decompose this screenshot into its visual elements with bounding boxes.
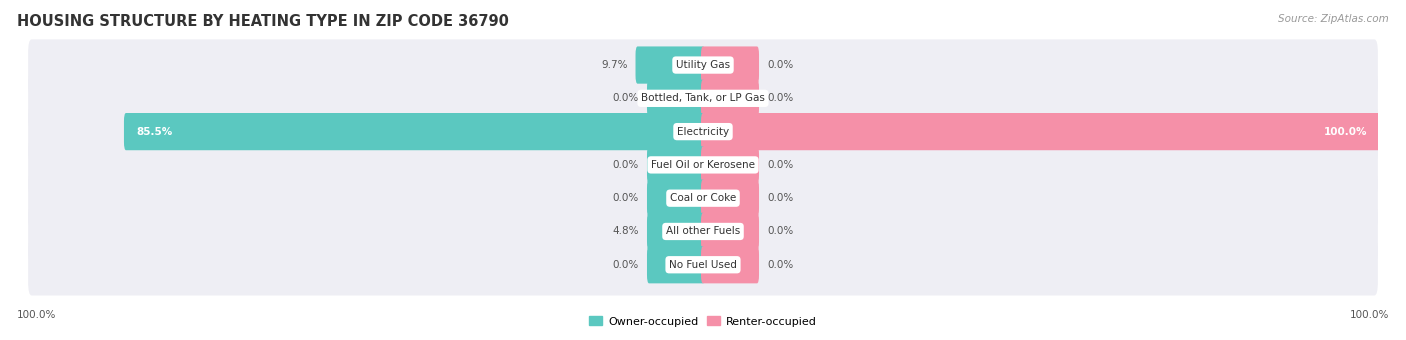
Text: 0.0%: 0.0% xyxy=(613,94,638,103)
FancyBboxPatch shape xyxy=(702,246,759,283)
Text: 100.0%: 100.0% xyxy=(1350,310,1389,320)
FancyBboxPatch shape xyxy=(702,146,759,184)
Text: 0.0%: 0.0% xyxy=(768,226,793,236)
Text: 4.8%: 4.8% xyxy=(613,226,638,236)
Text: 0.0%: 0.0% xyxy=(613,260,638,270)
FancyBboxPatch shape xyxy=(28,206,1378,262)
FancyBboxPatch shape xyxy=(702,180,759,217)
FancyBboxPatch shape xyxy=(28,73,1378,129)
FancyBboxPatch shape xyxy=(636,47,704,84)
FancyBboxPatch shape xyxy=(702,80,759,117)
Text: 100.0%: 100.0% xyxy=(17,310,56,320)
Text: All other Fuels: All other Fuels xyxy=(666,226,740,236)
FancyBboxPatch shape xyxy=(647,180,704,217)
Text: Source: ZipAtlas.com: Source: ZipAtlas.com xyxy=(1278,14,1389,23)
Text: 0.0%: 0.0% xyxy=(768,60,793,70)
Text: Fuel Oil or Kerosene: Fuel Oil or Kerosene xyxy=(651,160,755,170)
Text: Bottled, Tank, or LP Gas: Bottled, Tank, or LP Gas xyxy=(641,94,765,103)
Text: Electricity: Electricity xyxy=(676,126,730,137)
FancyBboxPatch shape xyxy=(28,39,1378,96)
Text: Utility Gas: Utility Gas xyxy=(676,60,730,70)
Text: 0.0%: 0.0% xyxy=(768,193,793,203)
FancyBboxPatch shape xyxy=(702,213,759,250)
Text: 0.0%: 0.0% xyxy=(613,160,638,170)
FancyBboxPatch shape xyxy=(647,146,704,184)
FancyBboxPatch shape xyxy=(28,106,1378,163)
FancyBboxPatch shape xyxy=(28,139,1378,196)
FancyBboxPatch shape xyxy=(702,113,1379,150)
FancyBboxPatch shape xyxy=(702,47,759,84)
FancyBboxPatch shape xyxy=(28,239,1378,295)
Text: 0.0%: 0.0% xyxy=(768,260,793,270)
Text: 85.5%: 85.5% xyxy=(136,126,173,137)
Text: No Fuel Used: No Fuel Used xyxy=(669,260,737,270)
FancyBboxPatch shape xyxy=(28,172,1378,229)
Text: 0.0%: 0.0% xyxy=(768,160,793,170)
Text: 9.7%: 9.7% xyxy=(600,60,627,70)
FancyBboxPatch shape xyxy=(647,80,704,117)
Text: 0.0%: 0.0% xyxy=(613,193,638,203)
Legend: Owner-occupied, Renter-occupied: Owner-occupied, Renter-occupied xyxy=(585,312,821,331)
Text: 0.0%: 0.0% xyxy=(768,94,793,103)
FancyBboxPatch shape xyxy=(647,246,704,283)
FancyBboxPatch shape xyxy=(124,113,704,150)
Text: 100.0%: 100.0% xyxy=(1324,126,1368,137)
FancyBboxPatch shape xyxy=(647,213,704,250)
Text: HOUSING STRUCTURE BY HEATING TYPE IN ZIP CODE 36790: HOUSING STRUCTURE BY HEATING TYPE IN ZIP… xyxy=(17,14,509,29)
Text: Coal or Coke: Coal or Coke xyxy=(669,193,737,203)
